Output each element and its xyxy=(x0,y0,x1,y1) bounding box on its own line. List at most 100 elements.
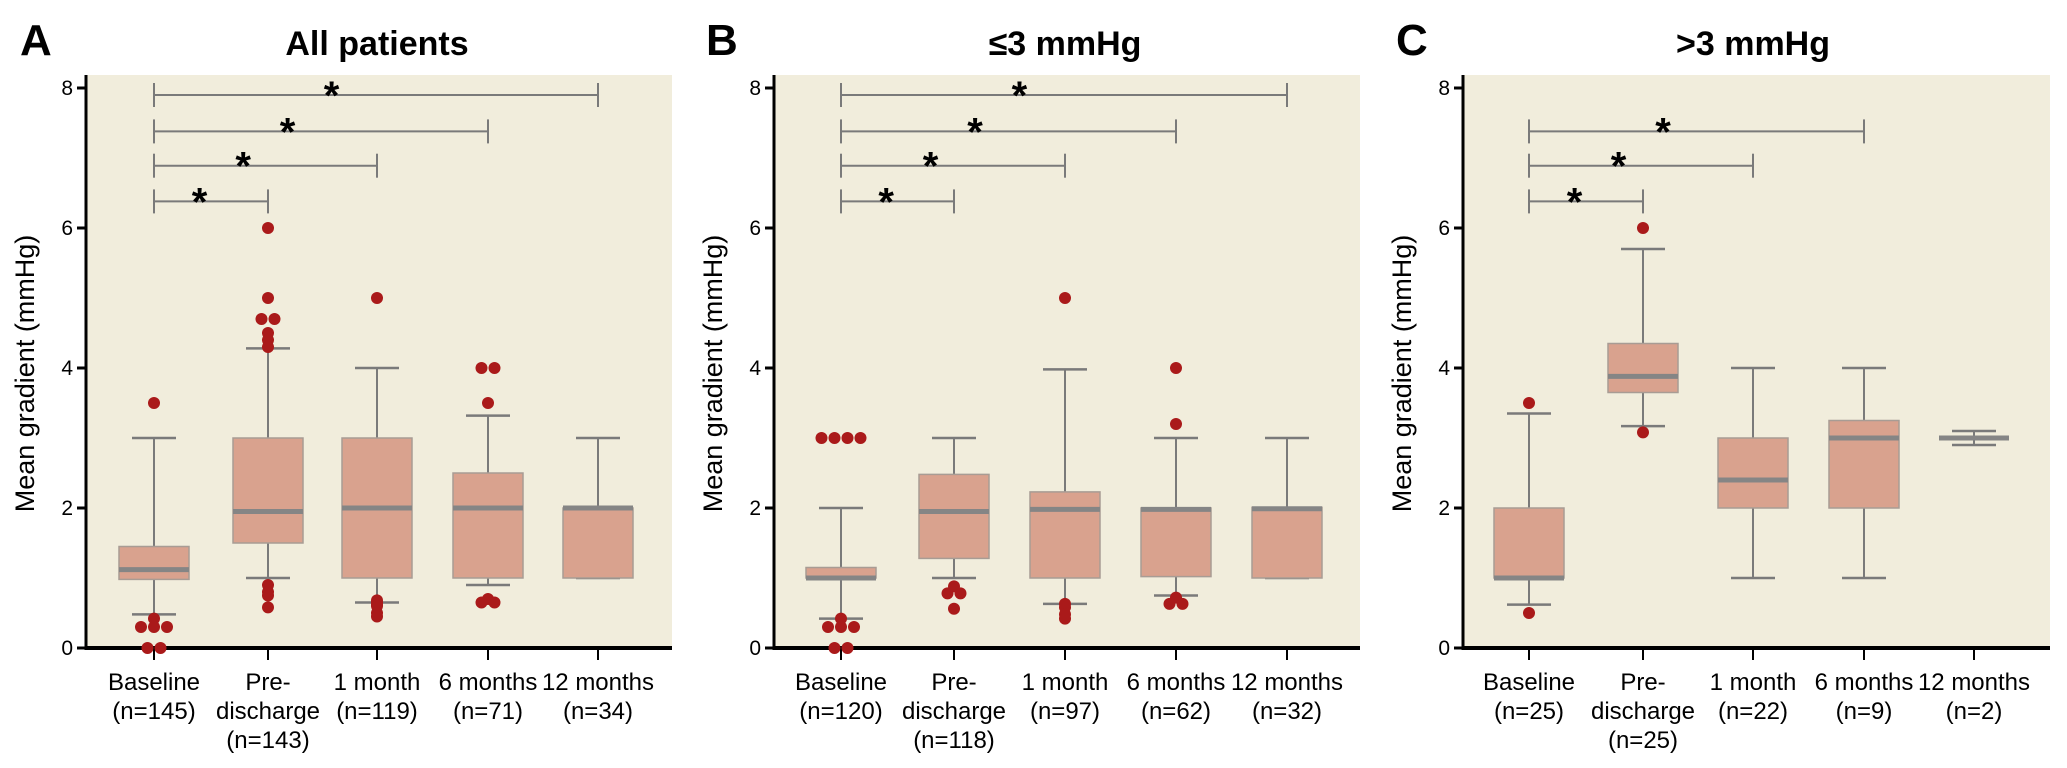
box-3 xyxy=(341,292,413,623)
panel-b: B ≤3 mmHg Mean gradient (mmHg) 0 2 4 6 8 Baselin… xyxy=(698,16,1360,754)
y-tick-label: 0 xyxy=(61,637,73,660)
outlier-point xyxy=(1637,222,1649,234)
outlier-point xyxy=(488,362,501,374)
outlier-point xyxy=(371,610,383,623)
iqr-box xyxy=(1140,507,1212,578)
significance-star: * xyxy=(192,180,208,224)
y-axis-label: Mean gradient (mmHg) xyxy=(1387,235,1417,513)
significance-bracket: * xyxy=(153,180,269,224)
x-tick-label: (n=62) xyxy=(1141,698,1211,725)
significance-star: * xyxy=(1012,74,1028,118)
x-tick-label: Pre- xyxy=(931,669,976,696)
significance-bracket: * xyxy=(840,145,1066,189)
x-tick-label: (n=25) xyxy=(1494,698,1564,725)
outlier-point xyxy=(1059,612,1071,625)
x-tick-label: 1 month xyxy=(334,669,421,696)
y-tick-label: 0 xyxy=(1438,637,1450,660)
outlier-point xyxy=(148,621,160,633)
significance-star: * xyxy=(324,74,340,118)
significance-bracket: * xyxy=(840,180,955,224)
outlier-point xyxy=(148,612,160,625)
x-tick-label: (n=120) xyxy=(799,698,882,725)
x-tick-label: 12 months xyxy=(542,669,654,696)
outlier-point xyxy=(255,313,268,325)
y-tick-label: 4 xyxy=(1438,357,1450,380)
panel-title: All patients xyxy=(285,25,468,63)
x-tick-label: (n=2) xyxy=(1946,698,2003,725)
iqr-box xyxy=(1251,506,1323,579)
y-tick-label: 8 xyxy=(1438,77,1450,100)
iqr-box xyxy=(1828,419,1900,509)
outlier-point xyxy=(262,601,274,614)
box-5 xyxy=(562,436,634,580)
outlier-point xyxy=(1163,597,1176,610)
x-tick-label: discharge xyxy=(902,698,1006,725)
significance-star: * xyxy=(923,145,939,189)
outlier-point xyxy=(262,341,274,353)
y-tick-label: 2 xyxy=(749,497,761,520)
x-tick-label: 12 months xyxy=(1918,669,2030,696)
box-4 xyxy=(1828,366,1900,580)
x-tick-label: discharge xyxy=(1591,698,1695,725)
x-tick-label: Baseline xyxy=(1483,669,1575,696)
outlier-point xyxy=(841,432,854,444)
y-tick-label: 6 xyxy=(61,217,73,240)
box-2 xyxy=(918,436,990,615)
iqr-box xyxy=(1717,437,1789,509)
box-5 xyxy=(1939,429,2009,447)
x-tick-label: discharge xyxy=(216,698,320,725)
outlier-point xyxy=(835,612,847,625)
outlier-point xyxy=(828,642,841,654)
outlier-point xyxy=(941,587,954,600)
x-tick-label: 1 month xyxy=(1022,669,1109,696)
significance-star: * xyxy=(1655,110,1671,154)
y-tick-label: 2 xyxy=(1438,497,1450,520)
outlier-point xyxy=(1523,397,1535,409)
outlier-point xyxy=(848,621,860,633)
x-tick-label: Pre- xyxy=(245,669,290,696)
y-tick-label: 0 xyxy=(749,637,761,660)
x-tick-label: (n=9) xyxy=(1836,698,1893,725)
box-3 xyxy=(1717,366,1789,580)
significance-star: * xyxy=(235,145,251,189)
x-tick-label: (n=22) xyxy=(1718,698,1788,725)
x-tick-label: 6 months xyxy=(439,669,538,696)
x-tick-label: Baseline xyxy=(795,669,887,696)
panel-a: A All patients Mean gradient (mmHg) 0 2 4 6 8 Ba… xyxy=(10,16,672,754)
y-tick-label: 8 xyxy=(61,77,73,100)
outlier-point xyxy=(161,621,173,633)
significance-star: * xyxy=(967,110,983,154)
iqr-box xyxy=(918,473,990,560)
x-tick-label: (n=119) xyxy=(336,698,418,725)
outlier-point xyxy=(141,642,154,654)
outlier-point xyxy=(841,642,854,654)
significance-bracket: * xyxy=(1528,145,1754,189)
box-4 xyxy=(1140,362,1212,610)
significance-bracket: * xyxy=(153,110,489,154)
significance-bracket: * xyxy=(1528,110,1865,154)
x-tick-label: 1 month xyxy=(1710,669,1797,696)
x-tick-label: (n=97) xyxy=(1030,698,1100,725)
y-axis-label: Mean gradient (mmHg) xyxy=(698,235,728,513)
box-4 xyxy=(452,362,524,609)
iqr-box xyxy=(1493,507,1565,579)
box-2 xyxy=(232,222,304,614)
outlier-point xyxy=(1170,362,1182,374)
y-tick-label: 2 xyxy=(61,497,73,520)
outlier-point xyxy=(262,222,274,234)
y-tick-label: 4 xyxy=(61,357,73,380)
panel-letter: C xyxy=(1396,16,1428,65)
iqr-box xyxy=(562,507,634,579)
outlier-point xyxy=(488,596,501,609)
box-1 xyxy=(805,432,877,654)
significance-star: * xyxy=(1611,145,1627,189)
significance-star: * xyxy=(280,110,296,154)
outlier-point xyxy=(482,397,494,409)
box-2 xyxy=(1607,222,1679,439)
iqr-box xyxy=(118,545,190,581)
iqr-box xyxy=(452,472,524,579)
outlier-point xyxy=(1059,292,1071,304)
x-tick-label: Pre- xyxy=(1620,669,1665,696)
outlier-point xyxy=(828,432,841,444)
